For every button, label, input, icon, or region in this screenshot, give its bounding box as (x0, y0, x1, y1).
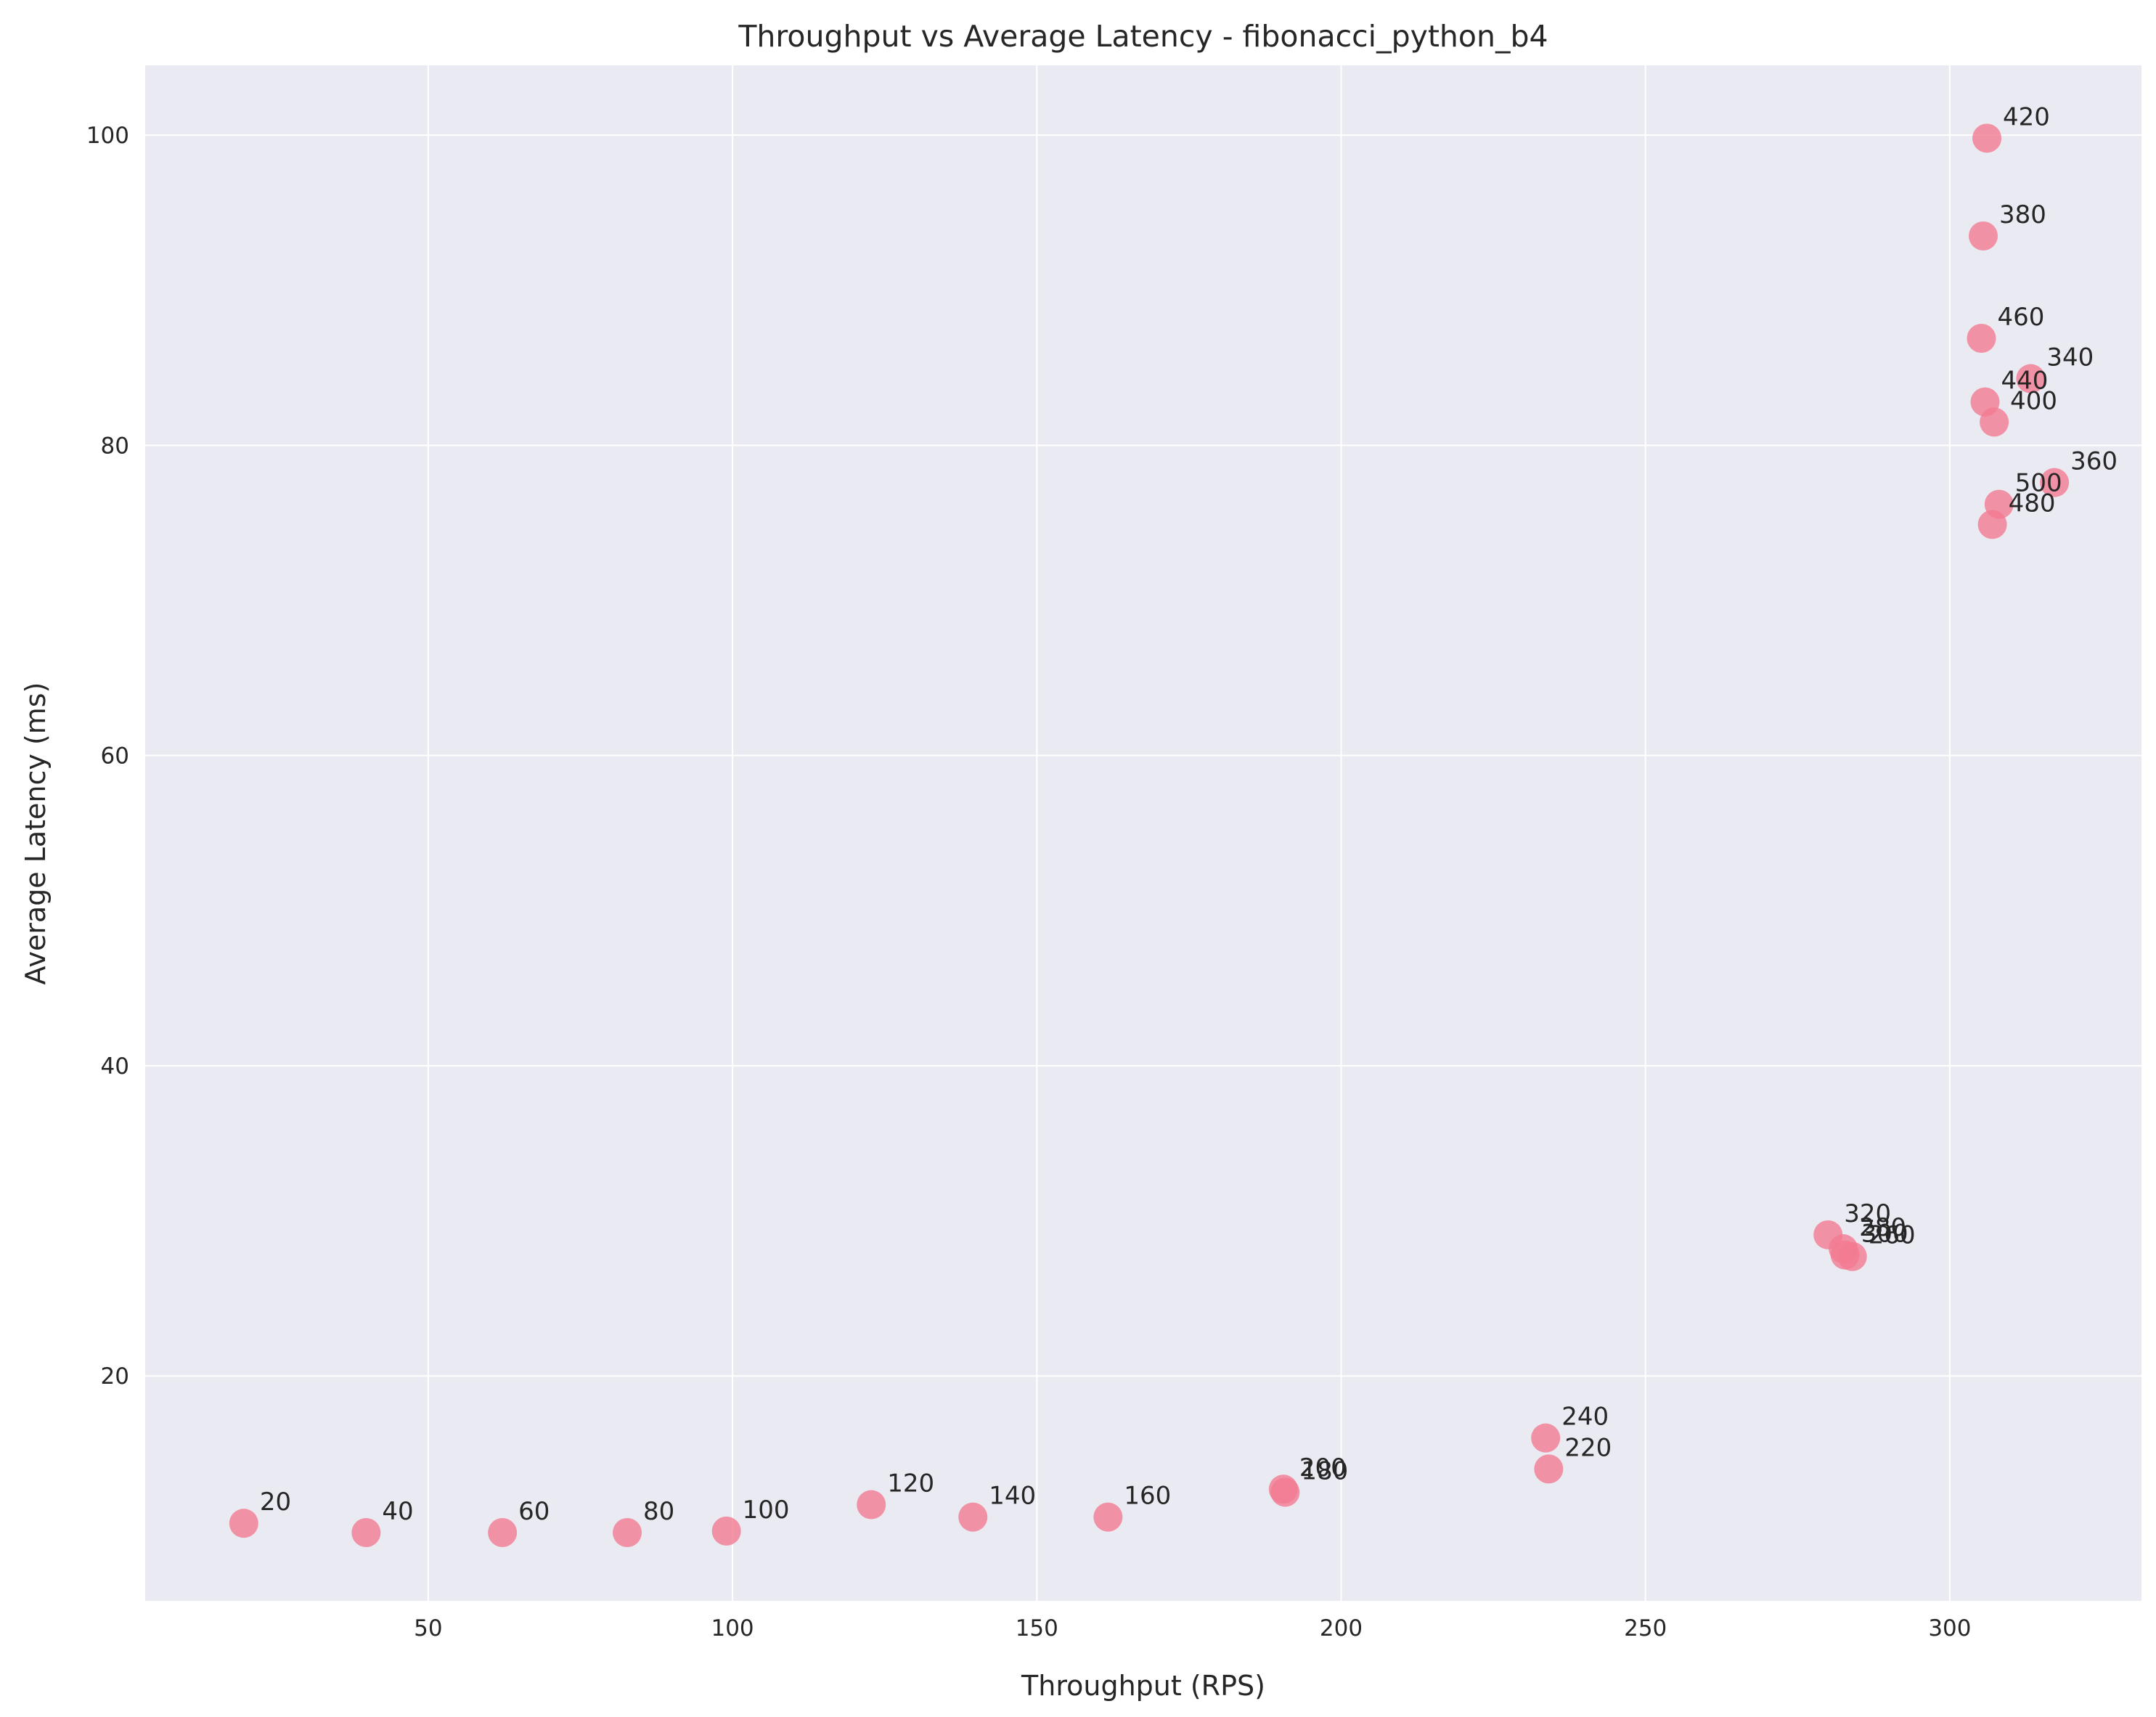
data-point-label: 160 (1124, 1482, 1171, 1511)
y-tick-label: 40 (101, 1053, 129, 1080)
data-point-label: 280 (1859, 1213, 1906, 1242)
data-point-label: 360 (2070, 447, 2118, 476)
chart-title: Throughput vs Average Latency - fibonacc… (738, 19, 1548, 54)
data-point (2040, 468, 2070, 497)
y-tick-label: 20 (101, 1363, 129, 1390)
data-point-label: 20 (260, 1488, 291, 1517)
data-point (613, 1518, 642, 1547)
data-point (1830, 1240, 1860, 1270)
x-tick-label: 50 (414, 1615, 442, 1641)
data-point-label: 480 (2009, 489, 2056, 518)
data-point-label: 500 (2015, 469, 2062, 498)
x-axis-label: Throughput (RPS) (1021, 1670, 1265, 1702)
data-point (2016, 364, 2046, 393)
data-point (1093, 1502, 1123, 1532)
data-point-label: 40 (382, 1497, 413, 1526)
gridlines (145, 65, 2141, 1601)
data-point-label: 220 (1564, 1433, 1612, 1462)
data-point-label: 400 (2010, 386, 2057, 415)
data-point-label: 420 (2003, 102, 2050, 131)
data-point (488, 1518, 518, 1547)
data-point-label: 240 (1561, 1403, 1609, 1432)
data-point (1534, 1454, 1564, 1484)
data-point-label: 200 (1299, 1453, 1347, 1483)
data-point (857, 1490, 886, 1520)
data-point (1984, 489, 2014, 519)
data-point (351, 1518, 381, 1547)
data-point-label: 120 (887, 1469, 934, 1498)
data-points (229, 123, 2070, 1547)
y-axis-label: Average Latency (ms) (20, 682, 52, 985)
data-point-label: 440 (2001, 367, 2049, 396)
data-point-label: 460 (1997, 303, 2044, 332)
data-point (1970, 387, 2000, 417)
data-point (1268, 1475, 1298, 1504)
y-tick-label: 60 (101, 743, 129, 770)
x-tick-label: 200 (1320, 1615, 1363, 1641)
data-point-label: 60 (518, 1497, 550, 1526)
data-point-label: 100 (743, 1496, 790, 1525)
x-tick-label: 250 (1624, 1615, 1667, 1641)
data-point-label: 300 (1861, 1220, 1908, 1249)
data-point (711, 1516, 741, 1546)
data-point-label: 380 (1999, 200, 2046, 229)
data-point-label: 140 (989, 1482, 1036, 1511)
data-point (1813, 1220, 1843, 1249)
y-tick-label: 100 (86, 123, 129, 149)
plot-area (145, 65, 2141, 1601)
data-point-label: 260 (1869, 1221, 1916, 1250)
x-tick-label: 100 (711, 1615, 754, 1641)
data-point (1967, 324, 1996, 353)
x-tick-label: 300 (1928, 1615, 1971, 1641)
data-point-label: 340 (2046, 343, 2094, 372)
data-point-label: 80 (643, 1497, 674, 1526)
data-point (229, 1509, 258, 1538)
data-point (958, 1502, 988, 1532)
x-tick-label: 150 (1016, 1615, 1058, 1641)
data-point-label: 180 (1301, 1456, 1348, 1485)
data-point-label: 320 (1844, 1199, 1891, 1228)
x-axis-ticks: 50 100 150 200 250 300 (414, 1615, 1971, 1641)
y-axis-ticks: 20 40 60 80 100 (86, 123, 129, 1390)
y-tick-label: 80 (101, 433, 129, 459)
data-point (1969, 221, 1998, 250)
data-point (1531, 1423, 1561, 1453)
data-point (1972, 123, 2002, 153)
